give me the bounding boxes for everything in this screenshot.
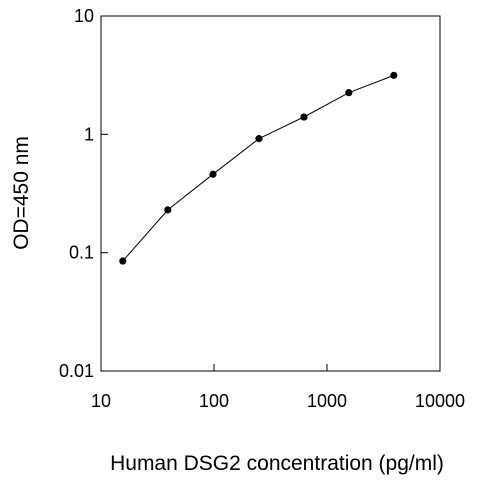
data-point bbox=[164, 206, 172, 214]
x-tick-label: 1000 bbox=[307, 391, 347, 411]
x-tick-label: 10 bbox=[91, 391, 111, 411]
series-line bbox=[122, 74, 394, 262]
x-axis-title: Human DSG2 concentration (pg/ml) bbox=[110, 452, 444, 475]
data-point bbox=[209, 170, 217, 178]
y-tick-label: 10 bbox=[74, 6, 94, 26]
data-point bbox=[119, 257, 127, 265]
x-axis-ticks: 10 100 1000 10000 bbox=[91, 364, 465, 411]
y-tick-label: 1 bbox=[84, 124, 94, 144]
plot-frame bbox=[100, 15, 441, 372]
data-point bbox=[390, 71, 398, 79]
x-tick-label: 10000 bbox=[415, 391, 465, 411]
y-axis-title: OD=450 nm bbox=[10, 136, 33, 250]
data-point bbox=[345, 89, 353, 97]
x-tick-label: 100 bbox=[199, 391, 229, 411]
data-series bbox=[119, 71, 398, 265]
data-point bbox=[300, 113, 308, 121]
y-axis-ticks: 0.01 0.1 1 10 bbox=[59, 6, 108, 381]
y-tick-label: 0.01 bbox=[59, 361, 94, 381]
y-tick-label: 0.1 bbox=[69, 243, 94, 263]
data-point bbox=[255, 135, 263, 143]
